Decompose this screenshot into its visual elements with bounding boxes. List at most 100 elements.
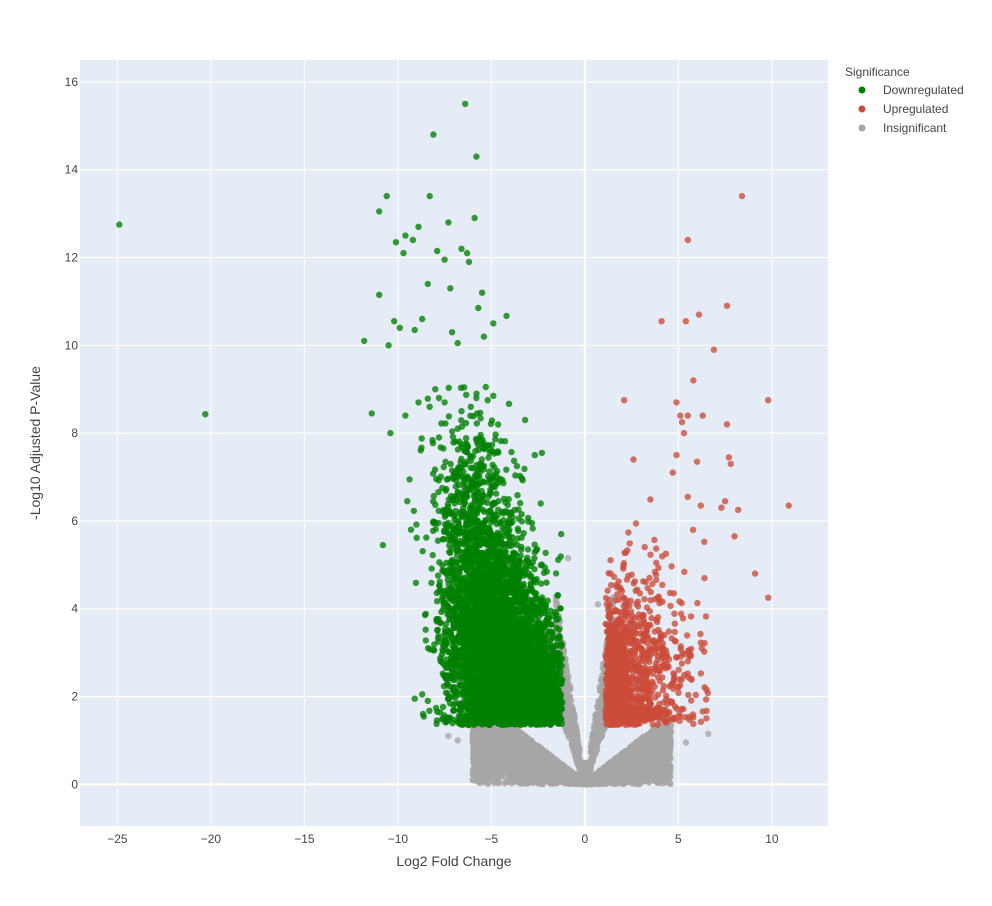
data-point[interactable] [458,245,465,252]
data-point[interactable] [735,506,742,514]
data-point[interactable] [411,695,418,702]
data-point[interactable] [738,192,746,200]
data-point[interactable] [411,326,418,334]
data-point[interactable] [454,425,461,432]
data-point[interactable] [471,214,478,222]
data-point[interactable] [116,221,123,228]
data-point[interactable] [490,320,497,327]
data-point[interactable] [680,429,688,437]
data-point[interactable] [454,339,461,347]
data-point[interactable] [594,601,602,608]
data-point[interactable] [669,469,676,476]
data-point[interactable] [426,403,433,410]
data-point[interactable] [684,236,691,244]
data-point[interactable] [435,394,443,402]
data-point[interactable] [465,258,473,266]
data-point[interactable] [564,555,572,562]
data-point[interactable] [697,502,704,509]
data-point[interactable] [441,256,448,263]
data-point[interactable] [490,392,497,399]
data-point[interactable] [391,318,398,325]
data-point[interactable] [721,498,729,505]
data-point[interactable] [419,315,426,323]
data-point[interactable] [538,449,546,457]
data-point[interactable] [462,100,469,108]
data-point[interactable] [682,739,690,746]
data-point[interactable] [723,302,731,309]
data-point[interactable] [684,412,691,419]
data-point[interactable] [705,730,712,737]
data-point[interactable] [458,408,465,415]
data-point[interactable] [699,412,706,419]
data-point[interactable] [435,434,443,441]
data-point[interactable] [445,732,452,740]
data-point[interactable] [385,342,392,349]
data-point[interactable] [361,337,368,345]
data-point[interactable] [630,456,637,463]
data-point[interactable] [482,383,489,391]
data-point[interactable] [710,346,718,353]
data-point[interactable] [765,594,772,601]
data-point[interactable] [484,397,491,404]
data-point[interactable] [387,429,394,437]
data-point[interactable] [658,318,665,325]
data-point[interactable] [379,541,387,549]
data-point[interactable] [202,411,209,418]
data-point[interactable] [441,399,448,406]
data-point[interactable] [785,502,792,509]
data-point[interactable] [678,418,686,426]
data-point[interactable] [751,570,759,577]
data-point[interactable] [376,208,383,215]
data-point[interactable] [448,329,456,336]
data-point[interactable] [690,377,697,384]
data-point[interactable] [718,504,725,511]
data-point[interactable] [473,394,480,402]
data-point[interactable] [473,153,480,160]
data-point[interactable] [392,239,400,246]
data-point[interactable] [673,451,680,459]
data-point[interactable] [521,416,529,424]
data-point[interactable] [400,249,407,257]
data-point[interactable] [447,285,454,292]
data-point[interactable] [682,318,690,325]
data-point[interactable] [432,386,439,393]
data-point[interactable] [415,399,422,406]
data-point[interactable] [426,192,433,200]
data-point[interactable] [419,691,426,698]
data-point[interactable] [434,247,441,255]
data-point[interactable] [463,249,471,257]
data-point[interactable] [684,493,691,500]
data-point[interactable] [376,291,383,298]
data-point[interactable] [765,397,772,404]
data-point[interactable] [727,460,734,468]
data-point[interactable] [430,131,437,138]
data-point[interactable] [383,192,390,200]
data-point[interactable] [731,533,738,540]
data-point[interactable] [445,219,452,226]
data-point[interactable] [621,397,628,404]
data-point[interactable] [409,236,417,244]
data-point[interactable] [402,412,409,419]
legend-item-label[interactable]: Upregulated [883,102,948,116]
data-point[interactable] [424,280,431,288]
data-point[interactable] [673,399,680,406]
data-point[interactable] [695,311,703,318]
data-point[interactable] [424,697,431,705]
data-point[interactable] [467,403,474,410]
data-point[interactable] [677,412,684,419]
data-point[interactable] [454,737,461,744]
data-point[interactable] [475,304,482,312]
data-point[interactable] [478,289,486,296]
data-point[interactable] [723,421,731,428]
data-point[interactable] [725,454,733,461]
data-point[interactable] [407,526,415,533]
legend-item-label[interactable]: Insignificant [883,121,947,135]
data-point[interactable] [480,333,488,340]
legend-item-label[interactable]: Downregulated [883,83,964,97]
data-point[interactable] [404,498,411,505]
data-point[interactable] [396,324,403,331]
data-point[interactable] [368,410,375,417]
data-point[interactable] [402,232,409,239]
data-point[interactable] [693,458,701,465]
data-point[interactable] [415,223,422,230]
